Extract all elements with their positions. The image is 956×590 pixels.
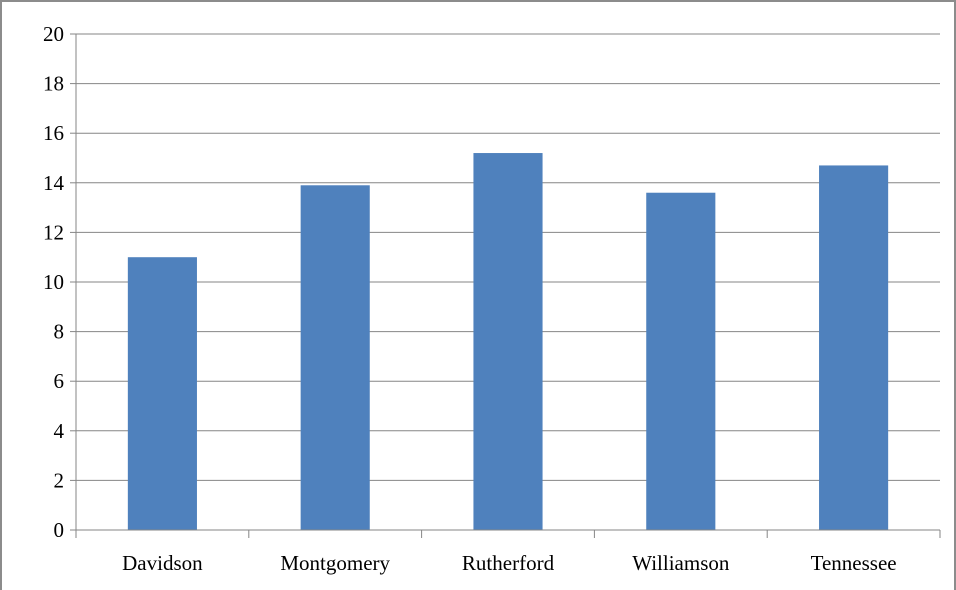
y-tick-label-14: 14 xyxy=(43,171,65,195)
y-tick-label-4: 4 xyxy=(54,419,65,443)
bar-davidson xyxy=(127,257,197,530)
x-tick-label-rutherford: Rutherford xyxy=(462,551,555,575)
x-tick-label-williamson: Williamson xyxy=(632,551,730,575)
x-tick-label-davidson: Davidson xyxy=(122,551,203,575)
bar-tennessee xyxy=(819,165,889,530)
x-tick-labels: Davidson Montgomery Rutherford Williamson Te… xyxy=(122,551,896,575)
x-tick-label-montgomery: Montgomery xyxy=(280,551,390,575)
y-tick-label-18: 18 xyxy=(43,72,64,96)
bar-montgomery xyxy=(300,185,370,530)
bars xyxy=(127,153,889,531)
x-tick-label-tennessee: Tennessee xyxy=(811,551,897,575)
axes xyxy=(70,33,941,538)
bar-rutherford xyxy=(473,153,543,531)
y-tick-labels: 0 2 4 6 8 10 12 14 16 18 20 xyxy=(43,22,65,542)
y-tick-label-6: 6 xyxy=(54,369,65,393)
y-tick-label-0: 0 xyxy=(54,518,65,542)
y-tick-label-16: 16 xyxy=(43,121,64,145)
y-tick-label-20: 20 xyxy=(43,22,64,46)
y-tick-label-12: 12 xyxy=(43,220,64,244)
bar-williamson xyxy=(646,192,716,530)
y-tick-label-8: 8 xyxy=(54,320,65,344)
y-tick-label-2: 2 xyxy=(54,468,65,492)
y-tick-label-10: 10 xyxy=(43,270,64,294)
